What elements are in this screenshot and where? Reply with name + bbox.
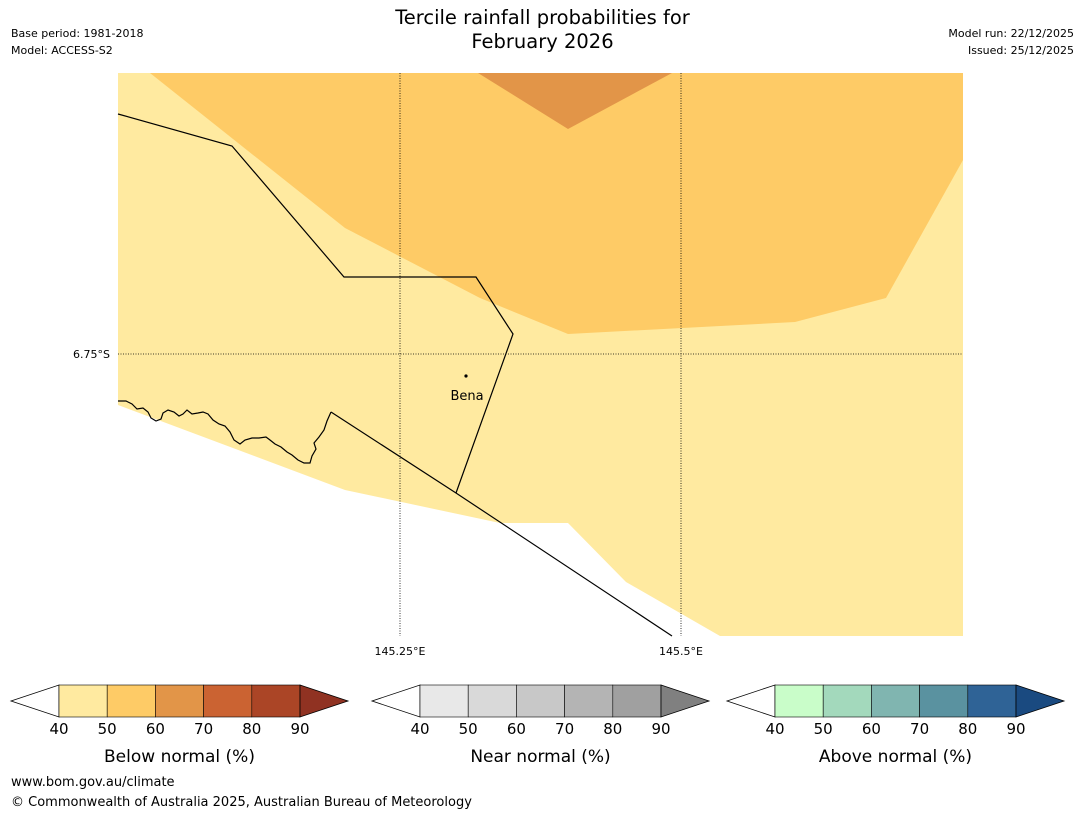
latitude-label: 6.75°S (73, 348, 110, 361)
model-name: Model: ACCESS-S2 (11, 44, 113, 57)
colorbar-near-normal: 40 50 60 70 80 90 Near normal (%) (370, 684, 711, 767)
colorbar-tick-label: 80 (958, 720, 977, 738)
colorbar-label: Below normal (%) (104, 747, 255, 767)
colorbar-segment (58, 684, 108, 718)
province-boundary-north (117, 113, 514, 494)
colorbar-extension-low (9, 684, 60, 718)
colorbar-below-normal: 40 50 60 70 80 90 Below normal (%) (9, 684, 350, 767)
colorbar-tick-label: 50 (814, 720, 833, 738)
colorbar-segment (774, 684, 824, 718)
colorbar-tick-label: 90 (1006, 720, 1025, 738)
town-label-bena: Bena (450, 389, 483, 404)
base-period: Base period: 1981-2018 (11, 27, 144, 40)
footer-url: www.bom.gov.au/climate (11, 775, 175, 790)
colorbar-extension-high (1015, 684, 1066, 718)
town-marker-bena (464, 374, 468, 378)
map-figure: Bena 6.75°S 145.25°E 145.5°E 40 50 60 70 80 9… (9, 73, 1066, 767)
colorbar-extension-low (725, 684, 776, 718)
colorbar-tick-label: 40 (765, 720, 784, 738)
below-normal-60-70-region (478, 73, 672, 129)
colorbar-extension-high (299, 684, 350, 718)
colorbar-tick-label: 90 (651, 720, 670, 738)
colorbar-tick-label: 60 (862, 720, 881, 738)
colorbar-tick-label: 90 (290, 720, 309, 738)
colorbar-label: Above normal (%) (819, 747, 972, 767)
issued-date: Issued: 25/12/2025 (967, 44, 1074, 57)
longitude-label-145-25: 145.25°E (375, 645, 426, 658)
colorbar-extension-low (370, 684, 421, 718)
meta-right: Model run: 22/12/2025 Issued: 25/12/2025 (948, 25, 1074, 59)
footer-copyright: © Commonwealth of Australia 2025, Austra… (11, 795, 472, 810)
title-line-1: Tercile rainfall probabilities for (395, 6, 690, 29)
coastline (118, 400, 332, 464)
colorbar-tick-label: 50 (98, 720, 117, 738)
colorbar-segment (822, 684, 872, 718)
below-normal-50-60-region (150, 73, 963, 334)
colorbar-tick-label: 50 (459, 720, 478, 738)
colorbar-segment (612, 684, 662, 718)
colorbar-segment (967, 684, 1017, 718)
colorbar-segment (203, 684, 253, 718)
colorbar-segment (467, 684, 517, 718)
colorbar-tick-label: 40 (49, 720, 68, 738)
province-boundary-south (330, 411, 673, 637)
colorbar-segment (106, 684, 156, 718)
colorbar-segment (516, 684, 565, 718)
map-title: Tercile rainfall probabilities for Febru… (0, 6, 1085, 54)
colorbar-tick-label: 70 (910, 720, 929, 738)
title-line-2: February 2026 (471, 30, 614, 53)
colorbar-extension-high (660, 684, 711, 718)
colorbar-tick-label: 60 (507, 720, 526, 738)
colorbar-segment (871, 684, 920, 718)
colorbar-tick-label: 80 (242, 720, 261, 738)
colorbar-tick-label: 70 (194, 720, 213, 738)
colorbar-segment (919, 684, 969, 718)
colorbar-segment (155, 684, 204, 718)
colorbar-tick-label: 40 (410, 720, 429, 738)
colorbar-label: Near normal (%) (470, 747, 610, 767)
colorbar-segment (251, 684, 301, 718)
longitude-label-145-5: 145.5°E (659, 645, 703, 658)
colorbar-above-normal: 40 50 60 70 80 90 Above normal (%) (725, 684, 1066, 767)
colorbar-segment (564, 684, 614, 718)
meta-left: Base period: 1981-2018 Model: ACCESS-S2 (11, 25, 143, 59)
model-run: Model run: 22/12/2025 (948, 27, 1074, 40)
colorbar-tick-label: 60 (146, 720, 165, 738)
colorbar-tick-label: 70 (555, 720, 574, 738)
colorbar-segment (419, 684, 469, 718)
colorbar-tick-label: 80 (603, 720, 622, 738)
